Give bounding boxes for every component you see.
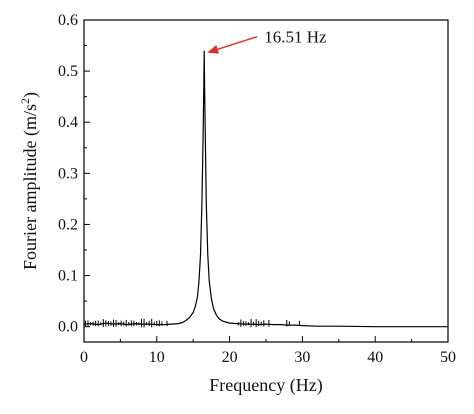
plot-frame	[83, 19, 449, 343]
peak-annotation: 16.51 Hz	[207, 28, 327, 54]
y-tick-label: 0.3	[58, 165, 78, 182]
y-axis-title: Fourier amplitude (m/s2)	[18, 92, 41, 270]
annotation-label: 16.51 Hz	[264, 28, 327, 47]
y-tick-label: 0.0	[58, 319, 78, 336]
axis-ticks	[83, 19, 449, 342]
x-tick-label: 0	[80, 349, 88, 366]
y-tick-label: 0.1	[58, 268, 78, 285]
y-axis-title-sup: 2	[18, 98, 32, 104]
x-axis-title: Frequency (Hz)	[209, 375, 322, 396]
x-tick-label: 30	[294, 349, 310, 366]
x-tick-label: 10	[149, 349, 165, 366]
x-tick-label: 50	[440, 349, 456, 366]
y-tick-label: 0.6	[58, 12, 78, 29]
y-tick-label: 0.2	[58, 216, 78, 233]
y-tick-label: 0.4	[58, 114, 78, 131]
annotation-arrowhead	[207, 45, 220, 54]
x-tick-label: 40	[367, 349, 383, 366]
y-tick-label: 0.5	[58, 63, 78, 80]
spectrum-line	[83, 50, 448, 328]
annotation-arrow-line	[214, 35, 258, 51]
y-axis-title-close: )	[20, 92, 41, 98]
y-axis-title-main: Fourier amplitude (m/s	[20, 104, 41, 270]
x-tick-label: 20	[222, 349, 238, 366]
axis-tick-labels: 0 10 20 30 40 50 0.0 0.1 0.2 0.3 0.4 0.5 0.6	[58, 12, 456, 366]
noise-ticks	[84, 318, 300, 328]
